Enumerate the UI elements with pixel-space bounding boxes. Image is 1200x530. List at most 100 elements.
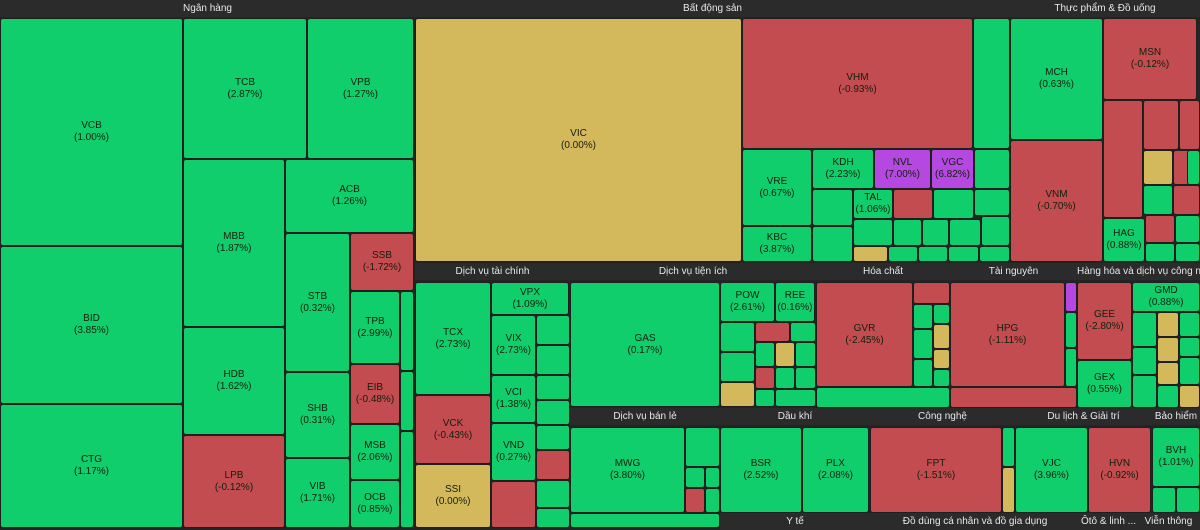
stock-tile-small[interactable] — [1145, 243, 1175, 262]
stock-tile-nvl[interactable]: NVL (7.00%) — [874, 149, 931, 189]
stock-tile-small[interactable] — [888, 246, 918, 262]
stock-tile-small[interactable] — [1157, 385, 1179, 408]
stock-tile-small[interactable] — [948, 246, 979, 262]
stock-tile-lpb[interactable]: LPB (-0.12%) — [183, 435, 285, 528]
stock-tile-small[interactable] — [933, 189, 974, 219]
stock-tile-small[interactable] — [1143, 150, 1173, 185]
sector-header[interactable]: Đồ dùng cá nhân và đồ gia dụng — [870, 513, 1080, 530]
stock-tile-small[interactable] — [755, 342, 775, 367]
sector-header[interactable]: Dịch vụ bán lẻ — [570, 408, 720, 425]
sector-header[interactable]: Viễn thông — [1137, 513, 1200, 530]
stock-tile-kdh[interactable]: KDH (2.23%) — [812, 149, 874, 189]
stock-tile-tal[interactable]: TAL (1.06%) — [853, 189, 893, 219]
stock-tile-stb[interactable]: STB (0.32%) — [285, 233, 350, 372]
stock-tile-small[interactable] — [922, 219, 949, 246]
stock-tile-small[interactable] — [1065, 282, 1077, 312]
sector-header[interactable]: Dịch vụ tiện ích — [570, 263, 816, 280]
stock-tile-mbb[interactable]: MBB (1.87%) — [183, 159, 285, 327]
stock-tile-fpt[interactable]: FPT (-1.51%) — [870, 427, 1002, 513]
stock-tile-small[interactable] — [913, 304, 933, 329]
stock-tile-gas[interactable]: GAS (0.17%) — [570, 282, 720, 407]
sector-header[interactable]: Công nghệ — [870, 408, 1015, 425]
stock-tile-vhm[interactable]: VHM (-0.93%) — [742, 18, 973, 149]
sector-header[interactable]: Bảo hiểm — [1152, 408, 1200, 425]
stock-tile-small[interactable] — [400, 431, 414, 528]
stock-tile-small[interactable] — [913, 329, 933, 359]
stock-tile-small[interactable] — [853, 219, 893, 246]
stock-tile-small[interactable] — [1179, 312, 1200, 337]
sector-header[interactable]: Bất động sản — [415, 0, 1010, 17]
stock-tile-small[interactable] — [1176, 487, 1200, 513]
stock-tile-shb[interactable]: SHB (0.31%) — [285, 372, 350, 458]
stock-tile-small[interactable] — [1175, 243, 1200, 262]
stock-tile-vcb[interactable]: VCB (1.00%) — [0, 18, 183, 246]
stock-tile-vpb[interactable]: VPB (1.27%) — [307, 18, 414, 159]
stock-tile-small[interactable] — [933, 304, 950, 324]
stock-tile-small[interactable] — [1157, 337, 1179, 362]
stock-tile-vck[interactable]: VCK (-0.43%) — [415, 395, 491, 464]
stock-tile-small[interactable] — [950, 387, 1077, 408]
stock-tile-small[interactable] — [795, 342, 816, 367]
stock-tile-small[interactable] — [974, 189, 1010, 216]
stock-tile-small[interactable] — [974, 149, 1010, 189]
stock-tile-hvn[interactable]: HVN (-0.92%) — [1088, 427, 1151, 513]
stock-tile-small[interactable] — [705, 467, 720, 488]
stock-tile-small[interactable] — [775, 389, 816, 407]
stock-tile-small[interactable] — [933, 349, 950, 369]
stock-tile-acb[interactable]: ACB (1.26%) — [285, 159, 414, 233]
sector-header[interactable]: Thực phẩm & Đồ uống — [1010, 0, 1200, 17]
stock-tile-bvh[interactable]: BVH (1.01%) — [1152, 427, 1200, 487]
stock-tile-small[interactable] — [1132, 312, 1157, 347]
sector-header[interactable]: Y tế — [720, 513, 870, 530]
stock-tile-vpx[interactable]: VPX (1.09%) — [491, 282, 569, 315]
stock-tile-small[interactable] — [536, 508, 570, 528]
stock-tile-gee[interactable]: GEE (-2.80%) — [1077, 282, 1132, 360]
stock-tile-small[interactable] — [933, 324, 950, 349]
sector-header[interactable]: Tài nguyên — [950, 263, 1077, 280]
stock-tile-vre[interactable]: VRE (0.67%) — [742, 149, 812, 226]
stock-tile-small[interactable] — [1179, 337, 1200, 357]
stock-tile-small[interactable] — [973, 18, 1010, 149]
stock-tile-small[interactable] — [720, 382, 755, 407]
stock-tile-small[interactable] — [536, 375, 570, 400]
stock-tile-small[interactable] — [949, 219, 981, 246]
stock-tile-small[interactable] — [1157, 312, 1179, 337]
stock-tile-small[interactable] — [1065, 348, 1077, 387]
stock-tile-small[interactable] — [536, 400, 570, 425]
stock-tile-small[interactable] — [790, 322, 816, 342]
stock-tile-eib[interactable]: EIB (-0.48%) — [350, 364, 400, 424]
stock-tile-ree[interactable]: REE (0.16%) — [775, 282, 815, 322]
stock-tile-small[interactable] — [812, 189, 853, 226]
stock-tile-small[interactable] — [755, 322, 790, 342]
stock-tile-small[interactable] — [536, 480, 570, 508]
sector-header[interactable]: Ôtô & linh ... — [1080, 513, 1137, 530]
stock-tile-small[interactable] — [918, 246, 948, 262]
stock-tile-small[interactable] — [755, 389, 775, 407]
stock-tile-small[interactable] — [1175, 215, 1200, 243]
stock-tile-small[interactable] — [720, 322, 755, 352]
sector-header[interactable]: Hóa chất — [816, 263, 950, 280]
stock-tile-small[interactable] — [1143, 185, 1173, 215]
stock-tile-small[interactable] — [536, 315, 570, 345]
stock-tile-small[interactable] — [1143, 100, 1179, 150]
stock-tile-small[interactable] — [1187, 150, 1200, 185]
stock-tile-small[interactable] — [913, 359, 933, 387]
stock-tile-small[interactable] — [1179, 385, 1200, 408]
stock-tile-hdb[interactable]: HDB (1.62%) — [183, 327, 285, 435]
stock-tile-vci[interactable]: VCI (1.38%) — [491, 375, 536, 423]
sector-header[interactable]: Dầu khí — [720, 408, 870, 425]
sector-header[interactable]: Ngân hàng — [0, 0, 415, 17]
stock-tile-small[interactable] — [536, 425, 570, 450]
stock-tile-vnd[interactable]: VND (0.27%) — [491, 423, 536, 481]
stock-tile-vnm[interactable]: VNM (-0.70%) — [1010, 140, 1103, 262]
stock-tile-gvr[interactable]: GVR (-2.45%) — [816, 282, 913, 387]
stock-tile-ctg[interactable]: CTG (1.17%) — [0, 404, 183, 528]
stock-tile-small[interactable] — [853, 246, 888, 262]
stock-tile-small[interactable] — [570, 513, 720, 528]
stock-tile-small[interactable] — [685, 427, 720, 467]
stock-tile-small[interactable] — [1065, 312, 1077, 348]
stock-tile-small[interactable] — [1173, 185, 1200, 215]
stock-tile-plx[interactable]: PLX (2.08%) — [802, 427, 869, 513]
stock-tile-small[interactable] — [536, 345, 570, 375]
stock-tile-tcx[interactable]: TCX (2.73%) — [415, 282, 491, 395]
